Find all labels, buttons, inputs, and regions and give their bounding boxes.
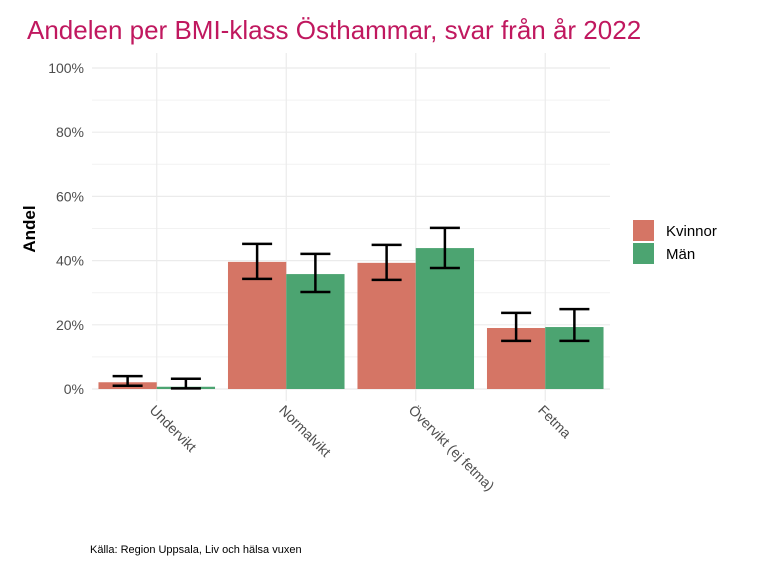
legend-label: Kvinnor <box>666 223 717 240</box>
bar-män <box>415 248 475 389</box>
y-axis-ticks: 0% 20% 40% 60% 80% 100% <box>48 60 84 397</box>
error-bar <box>371 243 402 282</box>
x-tick-label: Fetma <box>535 402 575 442</box>
chart-title: Andelen per BMI-klass Östhammar, svar fr… <box>27 15 641 45</box>
y-tick-label: 100% <box>48 60 84 76</box>
x-tick-label: Övervikt (ej fetma) <box>406 401 499 494</box>
legend: Kvinnor Män <box>633 220 717 264</box>
legend-label: Män <box>666 246 695 263</box>
source-caption: Källa: Region Uppsala, Liv och hälsa vux… <box>90 544 302 556</box>
error-bar <box>112 374 143 388</box>
error-bars <box>112 226 590 390</box>
legend-swatch <box>633 243 654 264</box>
error-bar <box>501 311 532 343</box>
y-tick-label: 80% <box>56 124 84 140</box>
x-tick-label: Normalvikt <box>276 402 334 460</box>
y-tick-label: 40% <box>56 253 84 269</box>
error-bar <box>242 242 273 281</box>
error-bar <box>429 226 460 270</box>
x-axis-ticks: Undervikt Normalvikt Övervikt (ej fetma) Fe… <box>147 401 575 494</box>
x-tick-label: Undervikt <box>147 402 200 455</box>
y-tick-label: 20% <box>56 317 84 333</box>
y-tick-label: 60% <box>56 188 84 204</box>
bar-kvinnor <box>227 261 287 389</box>
bars <box>98 248 604 389</box>
y-tick-label: 0% <box>64 381 84 397</box>
legend-swatch <box>633 220 654 241</box>
error-bar <box>300 252 331 294</box>
error-bar <box>170 377 201 390</box>
error-bar <box>559 307 590 343</box>
y-axis-label: Andel <box>20 205 39 252</box>
bar-kvinnor <box>357 262 416 389</box>
